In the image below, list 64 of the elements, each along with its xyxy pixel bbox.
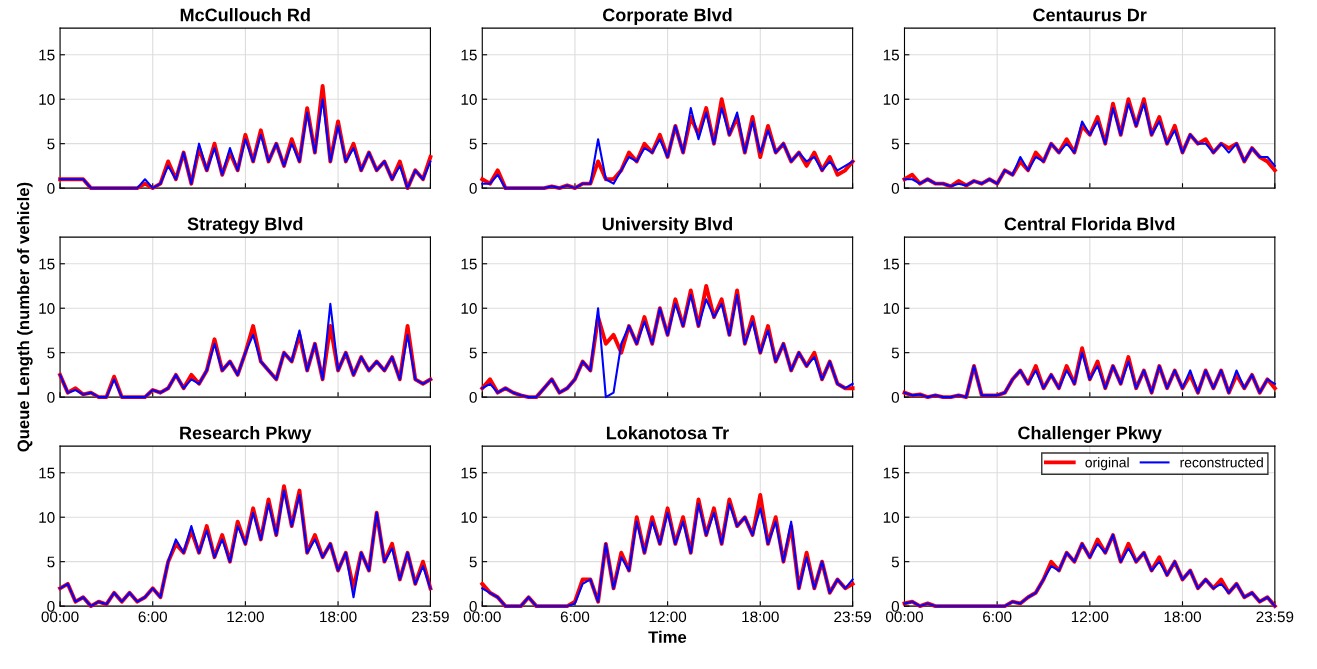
chart-title: Research Pkwy (180, 426, 312, 443)
y-tick-label: 5 (891, 347, 899, 359)
chart-title: Challenger Pkwy (1018, 426, 1162, 443)
x-tick-label: 6:00 (560, 611, 590, 623)
y-tick-label: 10 (461, 512, 477, 523)
y-tick-label: 0 (469, 600, 477, 612)
legend-label: original (1085, 457, 1129, 471)
y-tick-label: 15 (39, 49, 55, 61)
chart-title: McCullouch Rd (180, 8, 310, 22)
x-tick-label: 12:00 (1071, 611, 1109, 623)
x-tick-label: 00:00 (463, 611, 501, 623)
y-tick-label: 15 (461, 258, 477, 270)
y-tick-label: 0 (47, 600, 55, 612)
x-tick-label: 6:00 (983, 611, 1012, 623)
x-tick-label: 18:00 (742, 611, 779, 623)
chart-title: Centaurus Dr (1033, 8, 1147, 22)
y-axis-title: Queue Length (number of vehicle) (17, 182, 33, 452)
x-tick-label: 23:59 (412, 611, 449, 623)
x-tick-label: 12:00 (227, 611, 264, 623)
y-tick-label: 5 (891, 556, 899, 568)
y-tick-label: 5 (469, 138, 477, 150)
y-tick-label: 15 (39, 258, 55, 270)
x-tick-label: 23:59 (834, 611, 872, 623)
y-tick-label: 15 (883, 467, 899, 479)
y-tick-label: 5 (47, 347, 55, 359)
y-tick-label: 10 (883, 94, 900, 105)
x-axis-title: Time (648, 630, 687, 644)
y-tick-label: 5 (47, 138, 55, 150)
x-tick-label: 00:00 (885, 611, 924, 623)
x-tick-label: 12:00 (649, 611, 687, 623)
x-tick-label: 23:59 (1256, 611, 1294, 623)
y-tick-label: 0 (891, 600, 900, 612)
y-tick-label: 15 (883, 49, 899, 61)
y-tick-label: 10 (461, 94, 477, 105)
chart-title: Lokanotosa Tr (606, 426, 729, 440)
y-tick-label: 10 (883, 303, 900, 314)
chart-title: Central Florida Blvd (1004, 217, 1175, 231)
y-tick-label: 0 (891, 182, 900, 194)
y-tick-label: 10 (461, 303, 477, 314)
y-tick-label: 15 (461, 49, 477, 61)
y-tick-label: 15 (461, 467, 477, 479)
y-tick-label: 0 (469, 391, 477, 403)
y-tick-label: 5 (469, 347, 477, 359)
x-tick-label: 18:00 (1164, 611, 1202, 623)
y-tick-label: 0 (891, 391, 900, 403)
y-tick-label: 0 (47, 182, 55, 194)
chart-title: Strategy Blvd (187, 217, 303, 234)
y-tick-label: 5 (891, 138, 899, 150)
y-tick-label: 10 (883, 512, 900, 523)
y-tick-label: 5 (47, 556, 55, 568)
y-tick-label: 10 (39, 303, 55, 314)
chart-title: University Blvd (602, 217, 732, 234)
x-tick-label: 6:00 (138, 611, 167, 623)
y-tick-label: 0 (47, 391, 55, 403)
chart-title: Corporate Blvd (602, 8, 732, 25)
y-tick-label: 5 (469, 556, 477, 568)
y-tick-label: 10 (39, 512, 55, 523)
x-tick-label: 00:00 (41, 611, 79, 623)
legend-label: reconstructed (1180, 457, 1263, 468)
y-tick-label: 0 (469, 182, 477, 194)
y-tick-label: 10 (39, 94, 55, 105)
y-tick-label: 15 (39, 467, 55, 479)
y-tick-label: 15 (883, 258, 899, 270)
x-tick-label: 18:00 (320, 611, 357, 623)
